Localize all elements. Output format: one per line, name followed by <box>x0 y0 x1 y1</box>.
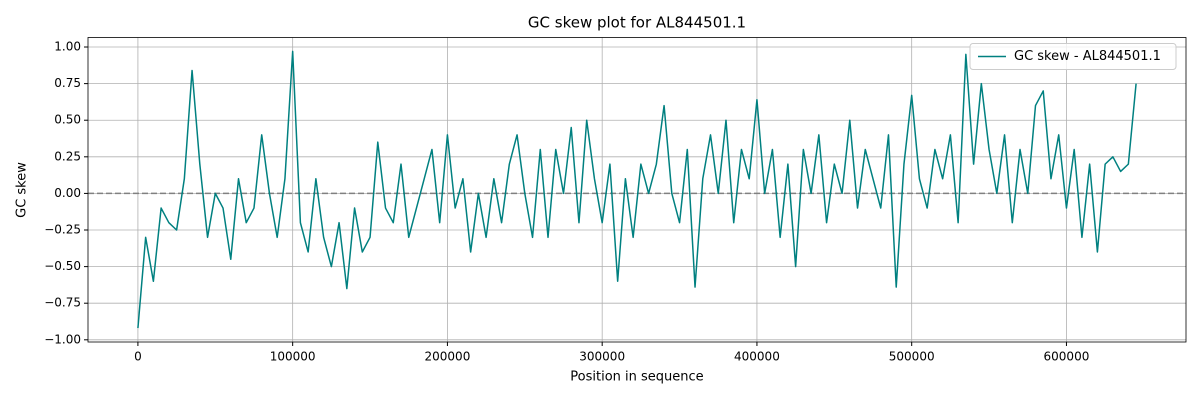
legend-label: GC skew - AL844501.1 <box>1014 49 1161 64</box>
legend-box <box>969 43 1177 70</box>
x-tick-label: 600000 <box>1044 350 1090 364</box>
y-tick-label: 0.75 <box>54 76 81 90</box>
x-tick-label: 0 <box>134 350 142 364</box>
y-tick-label: 0.25 <box>54 149 81 163</box>
axes-frame <box>87 37 1187 343</box>
x-axis-label: Position in sequence <box>570 370 703 385</box>
data-line <box>137 50 1137 329</box>
x-tick-label: 100000 <box>270 350 316 364</box>
x-tick-label: 400000 <box>734 350 780 364</box>
y-axis-label: GC skew <box>15 162 30 218</box>
x-tick-label: 500000 <box>889 350 935 364</box>
y-tick-label: −0.25 <box>44 223 81 237</box>
y-tick-label: −0.75 <box>44 296 81 310</box>
y-tick-label: −1.00 <box>44 332 81 346</box>
y-tick-label: 1.00 <box>54 40 81 54</box>
y-tick-label: 0.50 <box>54 113 81 127</box>
chart-title: GC skew plot for AL844501.1 <box>528 14 746 32</box>
x-tick-label: 300000 <box>579 350 625 364</box>
y-tick-label: 0.00 <box>54 186 81 200</box>
x-tick-label: 200000 <box>425 350 471 364</box>
y-tick-label: −0.50 <box>44 259 81 273</box>
